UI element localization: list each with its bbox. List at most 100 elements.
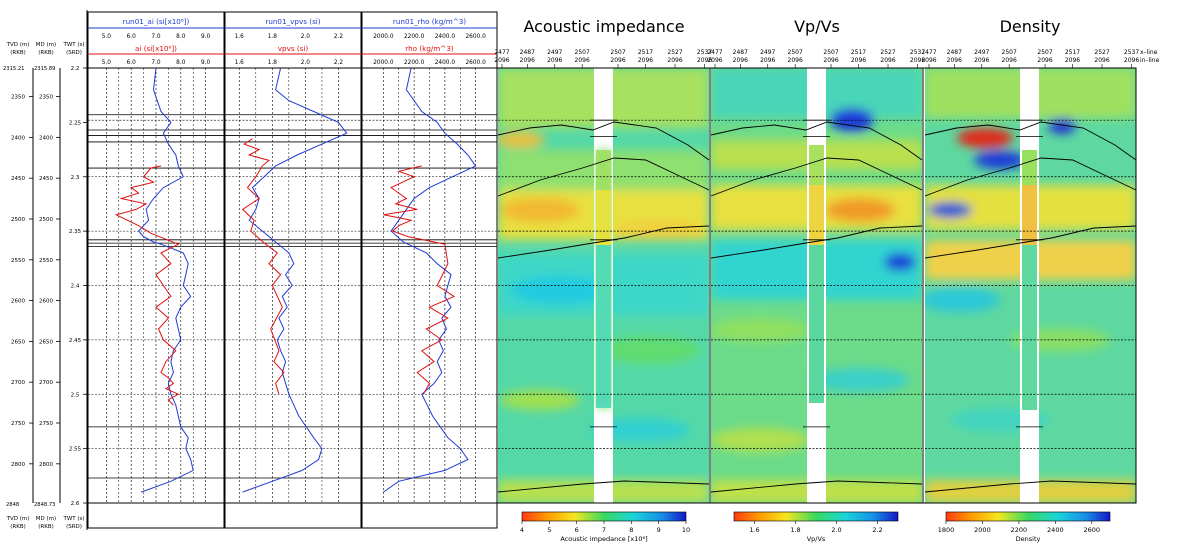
track-2: run01_rho (kg/m^3) rho (kg/m^3) 2000.0 2000… — [361, 11, 498, 529]
colorbar-tick-label: 2400 — [1047, 526, 1064, 534]
log-curve-ai — [114, 165, 180, 406]
colorbar-0 — [521, 511, 687, 522]
twt-tick-label: 2.3 — [71, 175, 80, 181]
seismic-section-density: Density — [922, 17, 1137, 504]
xline-label: 2477 — [921, 49, 936, 56]
track-top-tick-label: 2000.0 — [373, 34, 394, 40]
colorbar-tick-label: 5 — [547, 526, 551, 534]
section-title-vpvs: Vp/Vs — [794, 17, 840, 36]
track-top-label: run01_rho (kg/m^3) — [393, 17, 466, 26]
md-tick-label: 2550 — [39, 258, 53, 264]
section-horizon-3 — [497, 480, 710, 493]
tvd-tick-label: 2750 — [11, 421, 25, 427]
tvd-tick-label: 2350 — [11, 95, 25, 101]
bottom-md-value: 2848.73 — [34, 502, 55, 508]
md-tick-label: 2450 — [39, 176, 53, 182]
xline-label: 2507 — [823, 49, 838, 56]
section-horizon-0 — [497, 121, 710, 161]
track-bottom-label: rho (kg/m^3) — [405, 44, 454, 53]
section-title-ai: Acoustic impedance — [523, 17, 684, 36]
track-bottom-label: ai (si[x10⁶]) — [135, 44, 177, 53]
twt-tick-label: 2.25 — [69, 120, 82, 126]
xline-label: 2527 — [1094, 49, 1109, 56]
twt-footer-ref: (SRD) — [66, 524, 82, 530]
twt-tick-label: 2.2 — [71, 66, 80, 72]
tvd-ref: (RKB) — [10, 50, 26, 56]
colorbar-1 — [733, 511, 899, 522]
track-tick-label: 7.0 — [151, 60, 161, 66]
log-curve-run01_ai — [137, 67, 194, 493]
tvd-tick-label: 2400 — [11, 135, 25, 141]
track-tick-label: 2600.0 — [465, 60, 486, 66]
md-header: MD (m) — [36, 42, 56, 48]
track-tick-label: 1.8 — [268, 60, 278, 66]
track-top-tick-label: 2200.0 — [404, 34, 425, 40]
inline-label: 2096 — [1037, 57, 1052, 64]
inline-label: 2096 — [947, 57, 962, 64]
track-top-tick-label: 1.8 — [268, 34, 278, 40]
inline-label: 2096 — [910, 57, 925, 64]
section-horizon-2 — [924, 225, 1137, 259]
md-tick-label: 2650 — [39, 339, 53, 345]
tvd-tick-label: 2800 — [11, 462, 25, 468]
section-horizon-1 — [497, 157, 710, 197]
section-overlays — [497, 119, 1137, 493]
colorbar-tick-label: 2.0 — [831, 526, 841, 534]
colorbar-tick-label: 2200 — [1011, 526, 1028, 534]
section-horizon-2 — [710, 225, 923, 259]
track-top-tick-label: 2600.0 — [465, 34, 486, 40]
track-1: run01_vpvs (si) vpvs (si) 1.6 1.6 1.8 1.8 2.0 2… — [224, 11, 362, 529]
track-frame — [87, 11, 225, 529]
well-log-tracks: run01_ai (si[x10⁶]) ai (si[x10⁶]) 5.0 5.0 6.… — [87, 11, 498, 529]
track-tick-label: 9.0 — [201, 60, 211, 66]
colorbar-tick-label: 7 — [602, 526, 606, 534]
inline-label: 2096 — [1065, 57, 1080, 64]
track-top-tick-label: 2400.0 — [435, 34, 456, 40]
inline-label: 2096 — [880, 57, 895, 64]
depth-ticks: 2350 2350 2400 2400 2450 2450 2500 2500 2550 2550… — [11, 66, 87, 507]
log-curve-vpvs — [241, 138, 285, 395]
seismic-section-vpvs: Vp/Vs — [709, 17, 924, 504]
section-horizon-3 — [710, 480, 923, 493]
inline-label: 2096 — [610, 57, 625, 64]
xline-label: 2477 — [494, 49, 509, 56]
track-top-tick-label: 6.0 — [127, 34, 137, 40]
log-curve-rho — [383, 165, 456, 395]
section-horizon-1 — [710, 157, 923, 197]
tvd-tick-label: 2700 — [11, 380, 25, 386]
inline-caption: in–line — [1140, 57, 1160, 64]
xline-label: 2487 — [947, 49, 962, 56]
inline-label: 2096 — [733, 57, 748, 64]
md-tick-label: 2800 — [39, 462, 53, 468]
xline-label: 2497 — [974, 49, 989, 56]
inline-label: 2096 — [823, 57, 838, 64]
log-curve-run01_rho — [383, 67, 477, 493]
colorbar-tick-label: 4 — [520, 526, 524, 534]
xline-label: 2497 — [760, 49, 775, 56]
track-tick-label: 6.0 — [127, 60, 137, 66]
track-frame — [224, 11, 362, 529]
colorbars: 4 5 6 7 8 9 10 Acoustic impedance [x10⁶] 1.6 1.8 2… — [520, 511, 1111, 543]
section-horizon-2 — [497, 225, 710, 259]
xline-label: 2487 — [733, 49, 748, 56]
inline-label: 2096 — [760, 57, 775, 64]
inline-label: 2096 — [494, 57, 509, 64]
track-top-tick-label: 7.0 — [151, 34, 161, 40]
md-tick-label: 2400 — [39, 135, 53, 141]
section-axis-labels: 2477209624872096249720962507209625072096… — [494, 49, 1160, 68]
twt-footer: TWT (s) — [62, 516, 84, 522]
depth-columns — [32, 10, 88, 530]
md-footer-ref: (RKB) — [38, 524, 54, 530]
inline-label: 2096 — [707, 57, 722, 64]
tvd-footer-ref: (RKB) — [10, 524, 26, 530]
md-footer: MD (m) — [36, 516, 56, 522]
twt-tick-label: 2.35 — [69, 229, 82, 235]
track-top-label: run01_ai (si[x10⁶]) — [123, 17, 190, 26]
inline-label: 2096 — [667, 57, 682, 64]
colorbar-tick-label: 1.8 — [790, 526, 800, 534]
track-top-tick-label: 1.6 — [235, 34, 245, 40]
log-curve-run01_vpvs — [242, 67, 348, 493]
inline-label: 2096 — [1094, 57, 1109, 64]
xline-label: 2527 — [667, 49, 682, 56]
